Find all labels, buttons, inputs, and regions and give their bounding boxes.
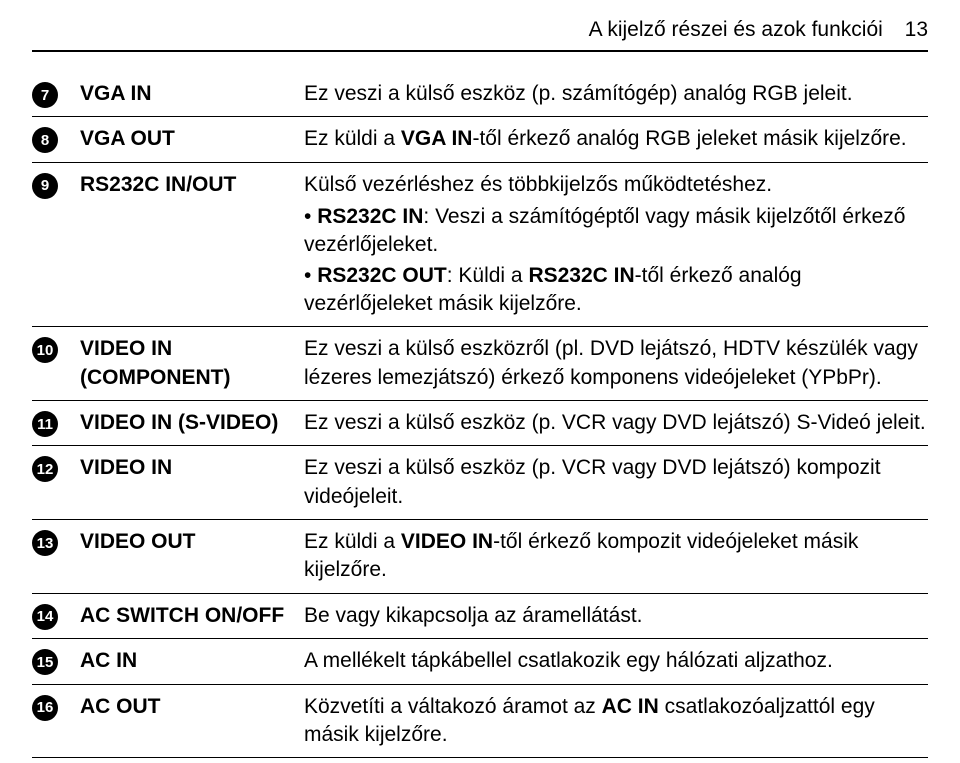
row-number-cell: 14 [32,602,80,630]
connector-description: A mellékelt tápkábellel csatlakozik egy … [304,647,928,675]
row-number-cell: 16 [32,693,80,750]
connector-label: VIDEO IN [80,454,304,511]
description-text: Ez veszi a külső eszköz (p. VCR vagy DVD… [304,454,928,511]
row-number-cell: 13 [32,528,80,585]
row-number-cell: 12 [32,454,80,511]
connector-description: Külső vezérléshez és többkijelzős működt… [304,171,928,319]
description-text: Ez küldi a VGA IN-től érkező analóg RGB … [304,125,928,153]
connector-label: AC IN [80,647,304,675]
table-row: 12 VIDEO INEz veszi a külső eszköz (p. VC… [32,446,928,520]
connector-description: Ez küldi a VIDEO IN-től érkező kompozit … [304,528,928,585]
table-row: 11 VIDEO IN (S-VIDEO)Ez veszi a külső esz… [32,401,928,446]
row-number-badge: 11 [32,411,58,437]
row-number-badge: 9 [32,173,58,199]
connector-description: Ez veszi a külső eszközről (pl. DVD lejá… [304,335,928,392]
row-number-cell: 9 [32,171,80,319]
description-text: Külső vezérléshez és többkijelzős működt… [304,171,928,199]
connector-label: RS232C IN/OUT [80,171,304,319]
bullet-item: • RS232C IN: Veszi a számítógéptől vagy … [304,203,928,260]
table-row: 9 RS232C IN/OUTKülső vezérléshez és többk… [32,163,928,328]
description-bullets: • RS232C IN: Veszi a számítógéptől vagy … [304,203,928,318]
connector-description: Ez veszi a külső eszköz (p. VCR vagy DVD… [304,409,928,437]
row-number-badge: 12 [32,456,58,482]
description-text: Közvetíti a váltakozó áramot az AC IN cs… [304,693,928,750]
description-text: Ez küldi a VIDEO IN-től érkező kompozit … [304,528,928,585]
row-number-badge: 15 [32,649,58,675]
page-title: A kijelző részei és azok funkciói [589,18,883,41]
description-text: Ez veszi a külső eszköz (p. számítógép) … [304,80,928,108]
bullet-item: • RS232C OUT: Küldi a RS232C IN-től érke… [304,262,928,319]
row-number-badge: 16 [32,695,58,721]
connector-label: VGA IN [80,80,304,108]
row-number-cell: 15 [32,647,80,675]
table-row: 14 AC SWITCH ON/OFFBe vagy kikapcsolja az… [32,594,928,639]
connector-description: Be vagy kikapcsolja az áramellátást. [304,602,928,630]
description-text: A mellékelt tápkábellel csatlakozik egy … [304,647,928,675]
connector-label: AC OUT [80,693,304,750]
connector-label: VIDEO IN (COMPONENT) [80,335,304,392]
row-number-badge: 10 [32,337,58,363]
description-text: Be vagy kikapcsolja az áramellátást. [304,602,928,630]
connector-table: 7 VGA INEz veszi a külső eszköz (p. számí… [32,72,928,758]
connector-description: Ez küldi a VGA IN-től érkező analóg RGB … [304,125,928,153]
table-row: 16 AC OUTKözvetíti a váltakozó áramot az … [32,685,928,759]
table-row: 7 VGA INEz veszi a külső eszköz (p. számí… [32,72,928,117]
row-number-badge: 8 [32,127,58,153]
description-text: Ez veszi a külső eszközről (pl. DVD lejá… [304,335,928,392]
connector-description: Ez veszi a külső eszköz (p. VCR vagy DVD… [304,454,928,511]
page-number: 13 [905,18,928,41]
row-number-cell: 11 [32,409,80,437]
connector-label: VIDEO OUT [80,528,304,585]
row-number-cell: 8 [32,125,80,153]
row-number-badge: 13 [32,530,58,556]
connector-label: AC SWITCH ON/OFF [80,602,304,630]
connector-description: Közvetíti a váltakozó áramot az AC IN cs… [304,693,928,750]
table-row: 10 VIDEO IN (COMPONENT)Ez veszi a külső e… [32,327,928,401]
connector-label: VIDEO IN (S-VIDEO) [80,409,304,437]
row-number-cell: 7 [32,80,80,108]
table-row: 15 AC INA mellékelt tápkábellel csatlakoz… [32,639,928,684]
table-row: 13 VIDEO OUTEz küldi a VIDEO IN-től érkez… [32,520,928,594]
row-number-badge: 14 [32,604,58,630]
connector-label: VGA OUT [80,125,304,153]
description-text: Ez veszi a külső eszköz (p. VCR vagy DVD… [304,409,928,437]
row-number-cell: 10 [32,335,80,392]
page-header: A kijelző részei és azok funkciói 13 [32,18,928,52]
table-row: 8 VGA OUTEz küldi a VGA IN-től érkező ana… [32,117,928,162]
connector-description: Ez veszi a külső eszköz (p. számítógép) … [304,80,928,108]
row-number-badge: 7 [32,82,58,108]
